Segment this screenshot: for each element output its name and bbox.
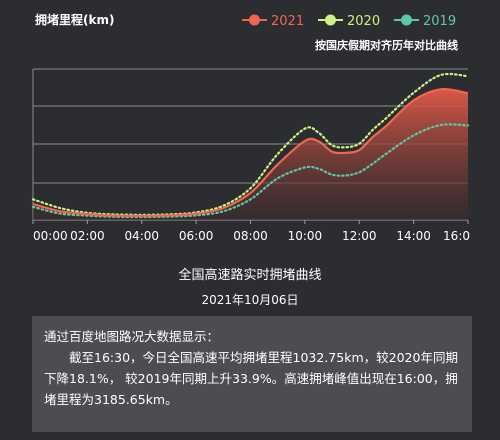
legend-label-2021: 2021: [271, 14, 304, 29]
legend-label-2019: 2019: [423, 14, 456, 29]
chart-note: 按国庆假期对齐历年对比曲线: [315, 38, 458, 52]
plot-area: [31, 72, 470, 220]
x-tick-label: 08:00: [233, 229, 268, 243]
series-2021-line: [32, 88, 469, 217]
x-axis-ticks: 00:00 02:00 04:00 06:00 08:00 10:00 12:00 14:00…: [32, 220, 470, 243]
x-tick-label: 14:00: [396, 229, 431, 243]
legend: 2021 2020 2019: [242, 14, 456, 29]
x-tick-label: 04:00: [124, 229, 159, 243]
info-body: 截至16:30，今日全国高速平均拥堵里程1032.75km，较2020年同期下降…: [44, 350, 458, 407]
series-2019-line: [31, 123, 470, 219]
info-title: 通过百度地图路况大数据显示：: [44, 329, 220, 344]
legend-label-2020: 2020: [347, 14, 380, 29]
series-2020-line: [31, 72, 470, 216]
x-tick-label: 02:00: [70, 229, 105, 243]
x-tick-label: 06:00: [179, 229, 214, 243]
info-box: 通过百度地图路况大数据显示： 截至16:30，今日全国高速平均拥堵里程1032.…: [32, 316, 472, 432]
x-tick-label: 10:00: [288, 229, 323, 243]
series-2021-area: [33, 89, 468, 220]
chart-caption: 全国高速路实时拥堵曲线: [178, 268, 322, 283]
x-tick-label: 00:00: [33, 229, 68, 243]
x-tick-label: 12:00: [342, 229, 377, 243]
legend-marker-2019: [401, 14, 412, 26]
chart: 拥堵里程(km) 2021 2020 2019 按国庆假期对齐历年对比曲线 00:0…: [31, 12, 470, 243]
legend-marker-2021: [249, 14, 260, 26]
y-axis-label: 拥堵里程(km): [35, 12, 114, 27]
x-tick-label: 16:0: [443, 229, 470, 243]
legend-marker-2020: [325, 14, 336, 26]
chart-date: 2021年10月06日: [201, 293, 299, 307]
